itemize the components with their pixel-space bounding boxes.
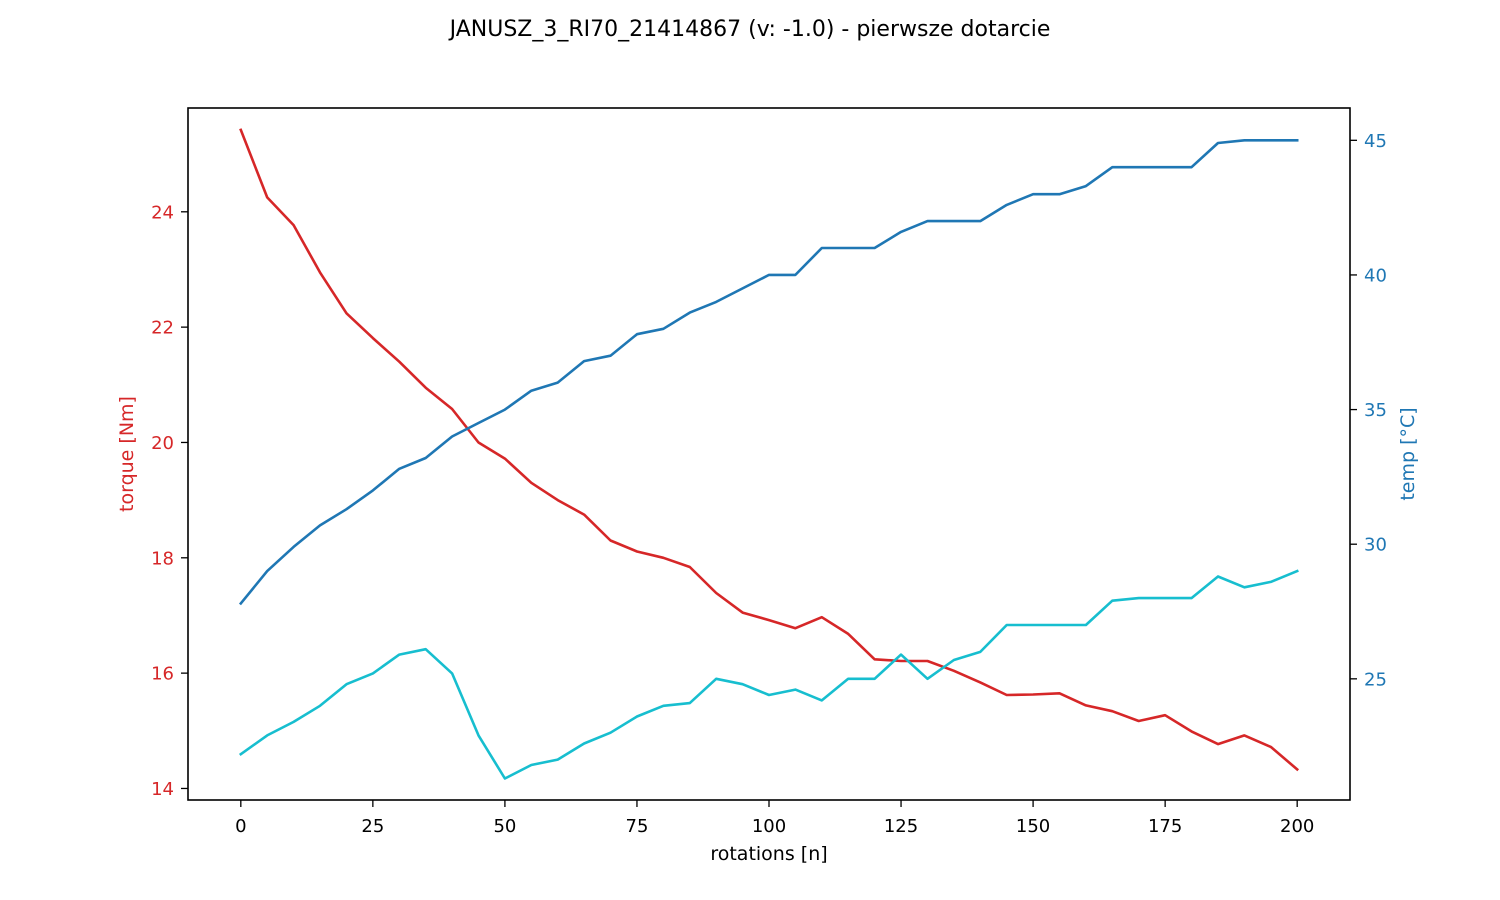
right-y-tick-label: 40 — [1364, 265, 1387, 286]
left-y-tick-label: 20 — [151, 433, 174, 454]
left-y-axis: 14 16 18 20 22 24 — [151, 202, 188, 800]
series-line-torque — [239, 128, 1300, 772]
x-tick-label: 0 — [235, 816, 246, 837]
x-axis-label: rotations [n] — [710, 843, 827, 865]
right-y-tick-label: 30 — [1364, 535, 1387, 556]
left-y-tick-label: 24 — [151, 202, 174, 223]
right-y-tick-label: 35 — [1364, 400, 1387, 421]
x-tick-label: 50 — [493, 816, 516, 837]
right-y-axis: 25 30 35 40 45 — [1350, 131, 1387, 690]
right-y-tick-label: 25 — [1364, 669, 1387, 690]
left-y-axis-label: torque [Nm] — [116, 396, 138, 512]
x-axis: 0 25 50 75 100 125 150 175 200 — [235, 800, 1314, 837]
left-y-tick-label: 16 — [151, 664, 174, 685]
right-y-axis-label: temp [°C] — [1397, 407, 1419, 500]
x-tick-label: 100 — [752, 816, 786, 837]
chart-title: JANUSZ_3_RI70_21414867 (v: -1.0) - pierw… — [448, 17, 1051, 42]
x-tick-label: 150 — [1016, 816, 1050, 837]
x-tick-label: 125 — [884, 816, 918, 837]
x-tick-label: 25 — [361, 816, 384, 837]
x-tick-label: 200 — [1280, 816, 1314, 837]
x-tick-label: 75 — [626, 816, 649, 837]
plot-lines — [238, 128, 1300, 780]
left-y-tick-label: 18 — [151, 548, 174, 569]
x-tick-label: 175 — [1148, 816, 1182, 837]
series-line-temp_light — [238, 569, 1299, 780]
left-y-tick-label: 22 — [151, 318, 174, 339]
right-y-tick-label: 45 — [1364, 131, 1387, 152]
left-y-tick-label: 14 — [151, 779, 174, 800]
series-line-temp_dark — [238, 139, 1299, 606]
